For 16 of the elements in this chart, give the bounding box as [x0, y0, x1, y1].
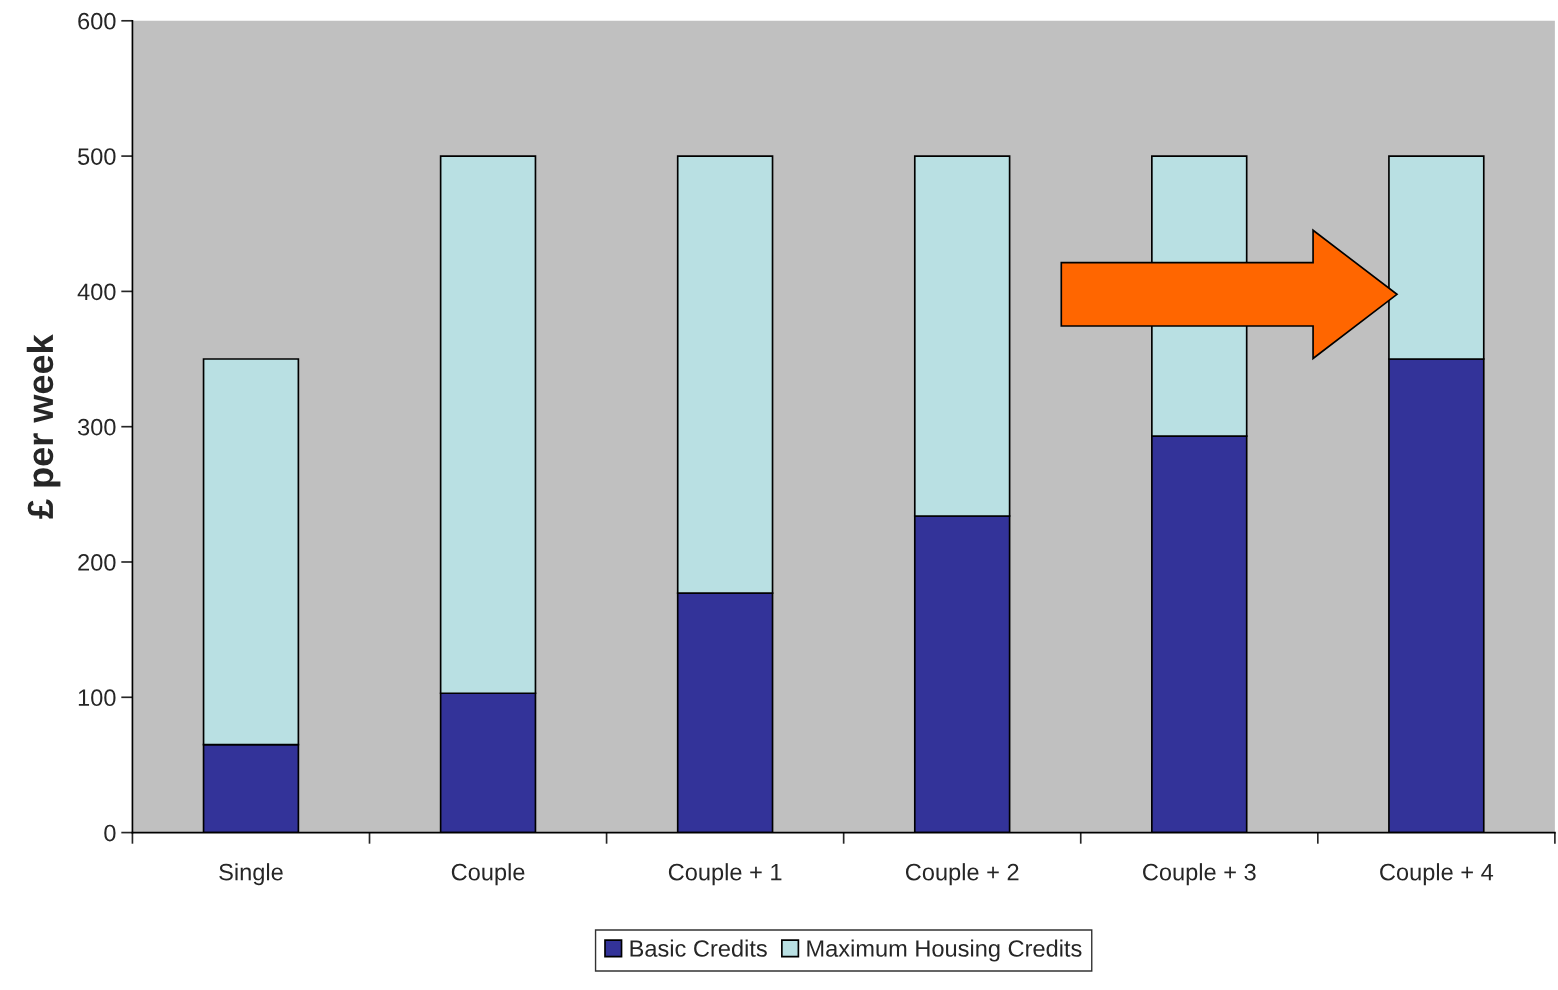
y-axis-title: £ per week: [26, 334, 61, 519]
y-tick-label: 100: [78, 689, 116, 707]
y-tick-label: 500: [78, 148, 116, 165]
y-tick-label: 200: [78, 554, 116, 571]
legend-label: Maximum Housing Credits: [807, 939, 1082, 962]
x-tick-label: Couple + 4: [1380, 863, 1494, 886]
y-tick-label: 300: [77, 418, 116, 436]
x-tick-label: Couple + 2: [905, 863, 1019, 886]
x-tick-label: Couple + 3: [1143, 863, 1256, 886]
y-tick-label: 0: [104, 824, 116, 842]
legend-label: Basic Credits: [630, 939, 767, 957]
x-tick-label: Single: [219, 863, 283, 886]
y-tick-label: 400: [77, 283, 116, 301]
y-tick-label: 600: [78, 12, 116, 30]
x-tick-label: Couple + 1: [668, 863, 782, 886]
x-tick-label: Couple: [451, 863, 525, 886]
